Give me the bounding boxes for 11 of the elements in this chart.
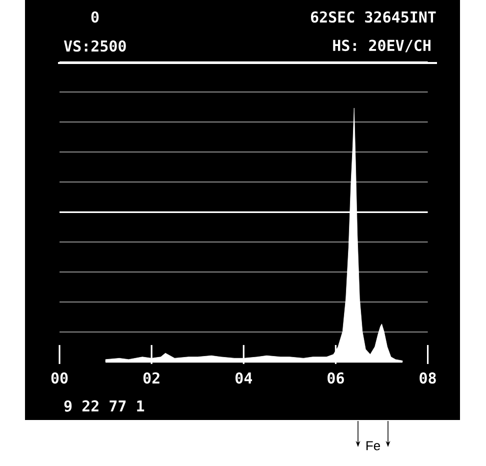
x-tick-label: 02 bbox=[143, 372, 160, 384]
x-tick-label: 06 bbox=[328, 372, 344, 384]
x-tick-label: 08 bbox=[420, 372, 436, 384]
text: HS: 20EV/CH bbox=[333, 40, 430, 52]
x-tick-label: 00 bbox=[51, 372, 68, 384]
text: 62SEC 32645INT bbox=[310, 11, 436, 23]
text: Fe bbox=[366, 441, 380, 450]
x-tick-label: 04 bbox=[236, 372, 252, 384]
text: VS:2500 bbox=[64, 40, 126, 52]
text: 0 bbox=[91, 11, 99, 23]
text: 9 22 77 1 bbox=[64, 400, 144, 412]
